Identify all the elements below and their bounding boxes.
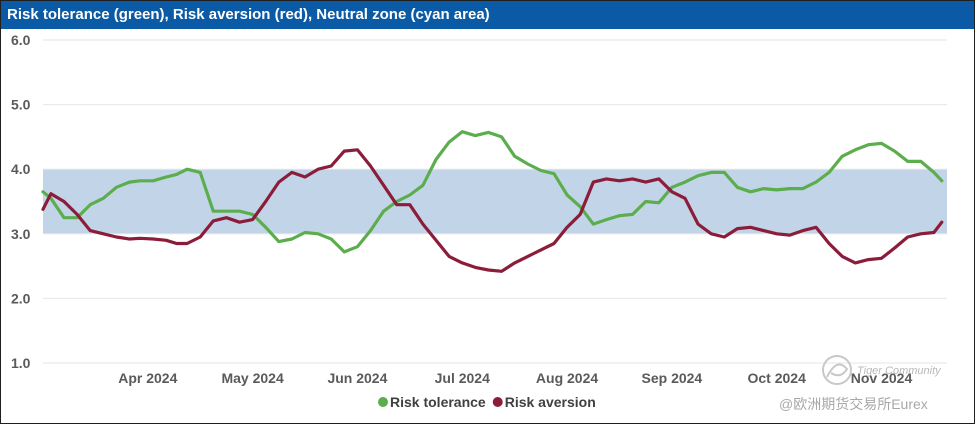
y-tick-label-1: 2.0 [11, 290, 31, 306]
legend-marker-risk-aversion [492, 397, 503, 407]
x-tick-label-5: Sep 2024 [642, 370, 703, 386]
legend-label-risk-aversion: Risk aversion [505, 394, 596, 410]
legend-marker-risk-tolerance [378, 397, 388, 407]
watermark-line2: @欧洲期货交易所Eurex [779, 396, 928, 412]
watermark-line1: Tiger Community [857, 365, 942, 377]
y-tick-label-5: 6.0 [11, 32, 31, 48]
series-line-risk-aversion [41, 148, 944, 273]
y-tick-label-2: 3.0 [11, 226, 31, 242]
legend-label-risk-tolerance: Risk tolerance [390, 394, 486, 410]
y-tick-label-3: 4.0 [11, 161, 31, 177]
legend: Risk tolerance Risk aversion [378, 394, 596, 410]
x-tick-label-7: Nov 2024 [851, 370, 913, 386]
y-tick-label-4: 5.0 [11, 97, 31, 113]
y-tick-label-0: 1.0 [11, 355, 31, 371]
neutral-zone-layer [43, 169, 947, 234]
neutral-zone-band [43, 169, 947, 234]
x-tick-label-4: Aug 2024 [536, 370, 598, 386]
x-tick-label-1: May 2024 [221, 370, 283, 386]
x-tick-label-3: Jul 2024 [435, 370, 490, 386]
x-axis: Apr 2024 May 2024 Jun 2024 Jul 2024 Aug 2024… [118, 370, 912, 386]
series-line-risk-tolerance [41, 130, 944, 254]
chart-title: Risk tolerance (green), Risk aversion (r… [7, 6, 490, 23]
y-axis: 1.0 2.0 3.0 4.0 5.0 6.0 [11, 32, 31, 371]
watermark: Tiger Community @欧洲期货交易所Eurex [779, 355, 942, 412]
grid-layer [43, 39, 947, 364]
series-layer [41, 130, 944, 273]
tiger-logo-icon [822, 355, 852, 385]
x-tick-label-2: Jun 2024 [327, 370, 387, 386]
chart-title-bar: Risk tolerance (green), Risk aversion (r… [1, 1, 974, 29]
x-tick-label-6: Oct 2024 [747, 370, 806, 386]
x-tick-label-0: Apr 2024 [118, 370, 177, 386]
